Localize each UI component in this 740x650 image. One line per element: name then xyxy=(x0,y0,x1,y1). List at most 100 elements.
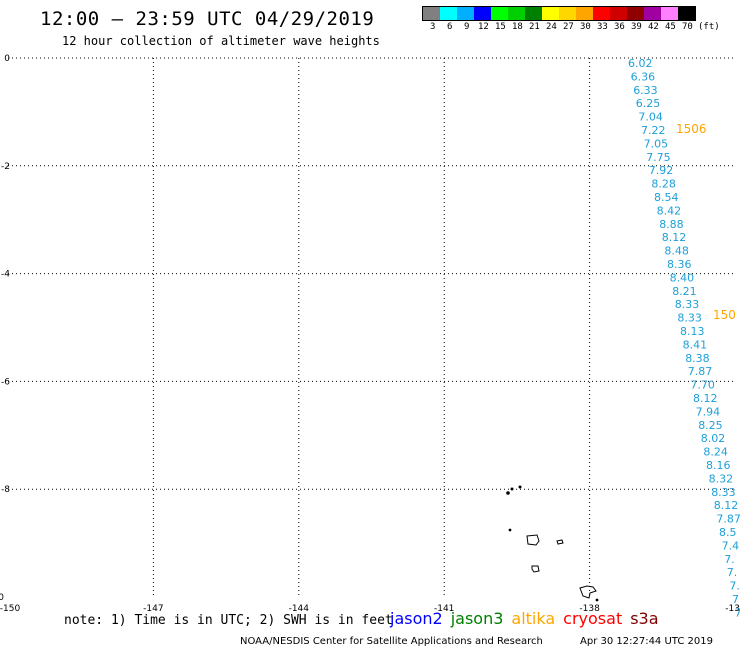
wave-height-value: 8.40 xyxy=(670,271,695,284)
legend-label: 24 xyxy=(546,22,557,32)
wave-height-value: 8.33 xyxy=(677,312,702,325)
legend-label: 21 xyxy=(529,22,540,32)
wave-height-value: 6.02 xyxy=(628,57,653,70)
legend-swatch xyxy=(678,7,695,20)
island-outline xyxy=(579,585,597,599)
island-marker xyxy=(510,487,514,491)
wave-height-value: 8.24 xyxy=(703,446,728,459)
wave-height-value: 7.05 xyxy=(644,137,669,150)
wave-height-value: 6.36 xyxy=(631,70,656,83)
wave-height-value: 6.25 xyxy=(636,97,661,110)
wave-height-value: 8.12 xyxy=(662,231,687,244)
legend-swatch xyxy=(559,7,576,20)
wave-height-value: 7.4 xyxy=(722,539,740,552)
wave-height-value: 8.12 xyxy=(693,392,718,405)
wave-height-value: 7. xyxy=(729,580,740,593)
page-title: 12:00 – 23:59 UTC 04/29/2019 xyxy=(40,8,375,30)
lat-label: -2 xyxy=(1,162,10,172)
legend-label: 6 xyxy=(447,22,453,32)
footer-note: note: 1) Time is in UTC; 2) SWH is in fe… xyxy=(64,613,393,628)
wave-height-value: 8.32 xyxy=(709,472,734,485)
wave-height-value: 8.88 xyxy=(659,218,684,231)
island-marker xyxy=(508,528,512,532)
wave-height-value: 7.04 xyxy=(638,111,663,124)
wave-height-value: 8.02 xyxy=(701,432,726,445)
wave-height-track: 6.026.366.336.257.047.227.057.757.928.28… xyxy=(628,57,740,619)
wave-height-value: 8.5 xyxy=(719,526,737,539)
wave-height-value: 8.36 xyxy=(667,258,692,271)
legend-swatch xyxy=(644,7,661,20)
legend-swatch xyxy=(457,7,474,20)
wave-height-value: 7. xyxy=(727,566,738,579)
legend-label: 36 xyxy=(614,22,625,32)
wave-height-value: 8.28 xyxy=(651,178,676,191)
legend-swatch xyxy=(661,7,678,20)
wave-height-value: 8.41 xyxy=(683,338,708,351)
time-label: 1506 xyxy=(676,122,707,136)
map-grid xyxy=(8,57,735,597)
island-outline xyxy=(531,565,540,573)
wave-height-value: 7.87 xyxy=(716,513,740,526)
legend-label: 18 xyxy=(512,22,523,32)
mission-label: altika xyxy=(511,609,556,628)
legend-label: 70 xyxy=(682,22,693,32)
axis-labels: 0 -2 -4 -6 -8 -10-150 -147 -144 -141 -138 -13 xyxy=(0,54,740,614)
lon-label: -150 xyxy=(0,604,20,614)
mission-label: s3a xyxy=(630,609,659,628)
legend-label: 42 xyxy=(648,22,659,32)
legend-label: 27 xyxy=(563,22,574,32)
legend-label: 3 xyxy=(430,22,436,32)
legend-swatch xyxy=(508,7,525,20)
lat-label: -8 xyxy=(1,485,10,495)
page-subtitle: 12 hour collection of altimeter wave hei… xyxy=(62,34,380,48)
wave-height-value: 8.33 xyxy=(675,298,700,311)
lon-label: -138 xyxy=(579,604,600,614)
lat-label: -6 xyxy=(1,377,10,387)
legend-swatch xyxy=(610,7,627,20)
island-outline xyxy=(556,539,564,545)
legend-swatch xyxy=(576,7,593,20)
wave-height-value: 7.75 xyxy=(646,151,671,164)
wave-height-value: 7. xyxy=(735,606,740,619)
wave-height-value: 8.12 xyxy=(714,499,739,512)
wave-height-value: 8.16 xyxy=(706,459,731,472)
mission-legend: jason2 jason3 altika cryosat s3a xyxy=(390,609,667,628)
wave-height-value: 8.38 xyxy=(685,352,710,365)
wave-height-value: 7.94 xyxy=(696,405,721,418)
wave-height-value: 7.92 xyxy=(649,164,674,177)
legend-label: 12 xyxy=(478,22,489,32)
wave-height-value: 6.33 xyxy=(633,84,658,97)
wave-height-value: 7. xyxy=(724,553,735,566)
generation-timestamp: Apr 30 12:27:44 UTC 2019 xyxy=(580,636,713,647)
wave-height-value: 7. xyxy=(732,593,740,606)
legend-label: 30 xyxy=(580,22,591,32)
wave-height-value: 8.42 xyxy=(657,204,682,217)
island-outline xyxy=(526,534,540,546)
island-outlines xyxy=(506,485,599,602)
wave-height-value: 7.22 xyxy=(641,124,666,137)
lon-label: -13 xyxy=(725,604,740,614)
color-scale-legend xyxy=(422,6,696,21)
legend-swatch xyxy=(542,7,559,20)
island-marker xyxy=(506,491,510,495)
wave-height-value: 7.87 xyxy=(688,365,713,378)
legend-label: 9 xyxy=(464,22,470,32)
wave-height-value: 8.54 xyxy=(654,191,679,204)
mission-label: cryosat xyxy=(563,609,623,628)
legend-label: 39 xyxy=(631,22,642,32)
legend-swatch xyxy=(474,7,491,20)
lon-label: -144 xyxy=(289,604,310,614)
legend-swatch xyxy=(525,7,542,20)
wave-height-value: 8.13 xyxy=(680,325,705,338)
wave-height-value: 8.48 xyxy=(664,245,689,258)
legend-swatch xyxy=(491,7,508,20)
credit-line: NOAA/NESDIS Center for Satellite Applica… xyxy=(240,636,543,647)
legend-label: 45 xyxy=(665,22,676,32)
island-marker xyxy=(595,598,599,602)
time-label: 150 xyxy=(713,308,736,322)
legend-swatch xyxy=(593,7,610,20)
legend-swatch xyxy=(440,7,457,20)
legend-label: 15 xyxy=(495,22,506,32)
wave-height-value: 7.70 xyxy=(690,379,715,392)
